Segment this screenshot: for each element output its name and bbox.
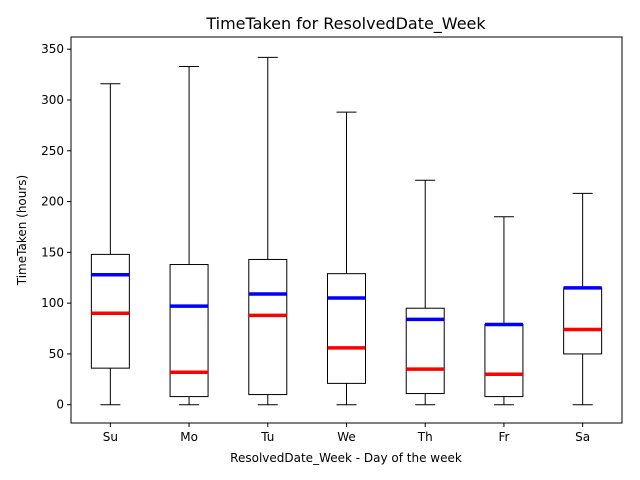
box-fr [484, 216, 524, 406]
plot-area [90, 56, 603, 406]
y-axis: 0 50 100 150 200 250 300 350 [41, 42, 71, 412]
x-tick-label: Sa [575, 430, 590, 444]
iqr-box [90, 253, 130, 369]
iqr-box [248, 258, 288, 396]
y-tick-label: 100 [41, 296, 64, 310]
box-tu [248, 56, 288, 406]
x-tick-label: Tu [260, 430, 274, 444]
box-we [327, 111, 366, 406]
y-axis-label: TimeTaken (hours) [15, 175, 29, 287]
box-th [405, 179, 445, 406]
iqr-box [327, 273, 366, 384]
x-tick-label: Su [103, 430, 118, 444]
iqr-box [405, 307, 445, 395]
y-tick-label: 350 [41, 42, 64, 56]
iqr-box [169, 264, 209, 398]
box-mo [169, 65, 209, 406]
x-axis-label: ResolvedDate_Week - Day of the week [230, 451, 462, 465]
y-tick-label: 0 [56, 398, 64, 412]
x-tick-label: We [337, 430, 356, 444]
x-tick-label: Fr [498, 430, 509, 444]
y-tick-label: 300 [41, 93, 64, 107]
y-tick-label: 150 [41, 245, 64, 259]
x-tick-label: Th [417, 430, 433, 444]
iqr-box [563, 287, 603, 355]
chart-title: TimeTaken for ResolvedDate_Week [205, 14, 486, 34]
y-tick-label: 250 [41, 144, 64, 158]
y-tick-label: 200 [41, 195, 64, 209]
box-sa [563, 192, 603, 406]
box-su [90, 83, 130, 406]
x-tick-label: Mo [180, 430, 198, 444]
iqr-box [484, 323, 524, 398]
x-axis: Su Mo Tu We Th Fr Sa [103, 423, 590, 444]
y-tick-label: 50 [49, 347, 64, 361]
